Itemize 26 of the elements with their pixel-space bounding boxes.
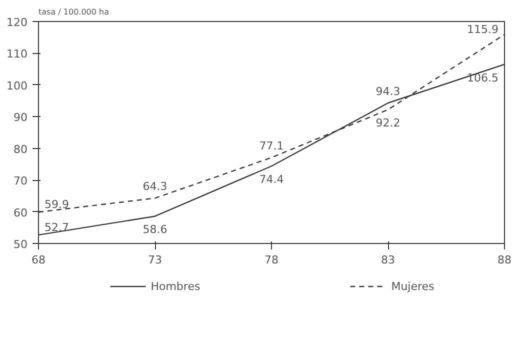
y-axis-title: tasa / 100.000 ha <box>38 8 110 16</box>
x-tick-label: 68 <box>32 254 46 266</box>
data-label: 106.5 <box>467 71 499 84</box>
y-tick-label: 60 <box>14 206 28 220</box>
y-tick-label: 100 <box>6 79 28 92</box>
legend-label: Hombres <box>150 280 200 292</box>
data-label: 74.4 <box>259 173 284 186</box>
y-tick-label: 50 <box>14 238 28 251</box>
x-tick-label: 78 <box>264 254 278 266</box>
data-label: 58.6 <box>142 223 168 236</box>
y-tick-label: 70 <box>14 174 28 188</box>
legend-label: Mujeres <box>391 280 434 292</box>
data-label: 115.9 <box>467 23 499 36</box>
y-tick-label: 90 <box>14 111 28 124</box>
x-tick-label: 83 <box>381 254 395 266</box>
data-label: 52.7 <box>44 220 69 234</box>
x-tick-label: 73 <box>148 254 162 266</box>
data-label: 92.2 <box>376 116 400 130</box>
y-tick-label: 80 <box>14 142 28 156</box>
data-label: 94.3 <box>376 85 400 98</box>
y-tick-label: 110 <box>6 48 28 61</box>
data-label: 64.3 <box>142 180 168 194</box>
y-tick-label: 120 <box>6 16 28 29</box>
x-tick-label: 88 <box>498 254 512 266</box>
data-label: 59.9 <box>44 198 69 212</box>
data-label: 77.1 <box>259 140 284 153</box>
